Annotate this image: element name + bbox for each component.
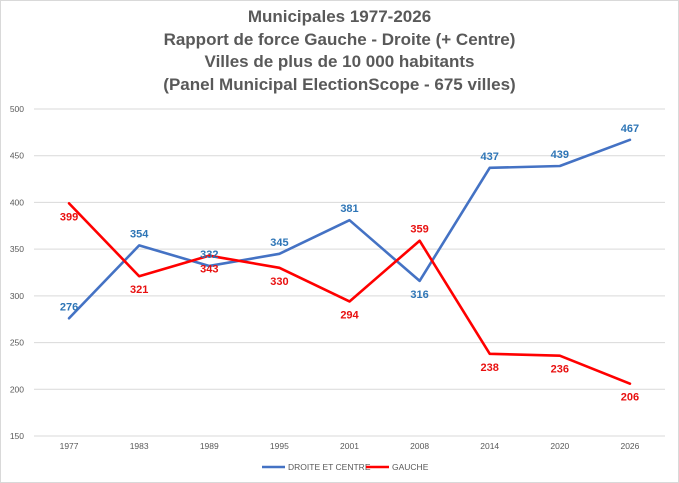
y-tick-label: 250 <box>10 338 24 348</box>
legend-label-0: DROITE ET CENTRE <box>288 462 371 472</box>
data-label: 381 <box>340 203 358 215</box>
y-tick-label: 200 <box>10 384 24 394</box>
series-line-1 <box>67 202 632 385</box>
data-label: 354 <box>130 228 149 240</box>
y-axis-ticks: 150 200 250 300 350 400 450 500 <box>10 104 24 441</box>
x-tick-label: 2001 <box>340 441 359 451</box>
x-tick-label: 1977 <box>60 441 79 451</box>
x-tick-label: 1995 <box>270 441 289 451</box>
x-tick-label: 1983 <box>130 441 149 451</box>
data-label: 236 <box>551 364 569 376</box>
y-tick-label: 450 <box>10 151 24 161</box>
data-label: 330 <box>270 276 288 288</box>
data-label: 332 <box>200 249 218 261</box>
data-label: 316 <box>410 289 428 301</box>
data-label: 345 <box>270 237 288 249</box>
data-label: 238 <box>481 362 499 374</box>
chart-title-line-1: Municipales 1977-2026 <box>247 7 432 26</box>
legend: DROITE ET CENTRE GAUCHE <box>262 462 429 472</box>
x-tick-label: 2008 <box>410 441 429 451</box>
y-tick-label: 150 <box>10 431 24 441</box>
data-label: 321 <box>130 284 148 296</box>
legend-label-1: GAUCHE <box>392 462 429 472</box>
data-label: 276 <box>60 301 78 313</box>
x-tick-label: 2026 <box>620 441 639 451</box>
y-tick-label: 500 <box>10 104 24 114</box>
chart-title-line-2: Rapport de force Gauche - Droite (+ Cent… <box>163 29 516 49</box>
data-label: 439 <box>551 149 569 161</box>
chart-title-line-3: Villes de plus de 10 000 habitants <box>204 52 475 71</box>
chart-title: Municipales 1977-2026 Rapport de force G… <box>0 6 679 96</box>
data-label: 437 <box>481 151 499 163</box>
series-line-0 <box>67 138 632 320</box>
data-label: 343 <box>200 264 218 276</box>
x-tick-label: 1989 <box>200 441 219 451</box>
data-label: 294 <box>340 309 359 321</box>
data-label: 359 <box>410 224 428 236</box>
y-tick-label: 350 <box>10 244 24 254</box>
x-tick-label: 2014 <box>480 441 499 451</box>
gridlines <box>34 108 665 437</box>
series-lines <box>67 138 632 385</box>
y-tick-label: 400 <box>10 197 24 207</box>
data-label: 467 <box>621 123 639 135</box>
data-label: 399 <box>60 211 78 223</box>
y-tick-label: 300 <box>10 291 24 301</box>
x-axis-ticks: 1977 1983 1989 1995 2001 2008 2014 2020 2026 <box>60 441 640 451</box>
x-tick-label: 2020 <box>550 441 569 451</box>
data-labels: 276 354 332 345 381 316 437 439 467 399 321 343 330 2… <box>60 123 639 404</box>
data-label: 206 <box>621 392 639 404</box>
chart-title-line-4: (Panel Municipal ElectionScope - 675 vil… <box>163 74 516 94</box>
